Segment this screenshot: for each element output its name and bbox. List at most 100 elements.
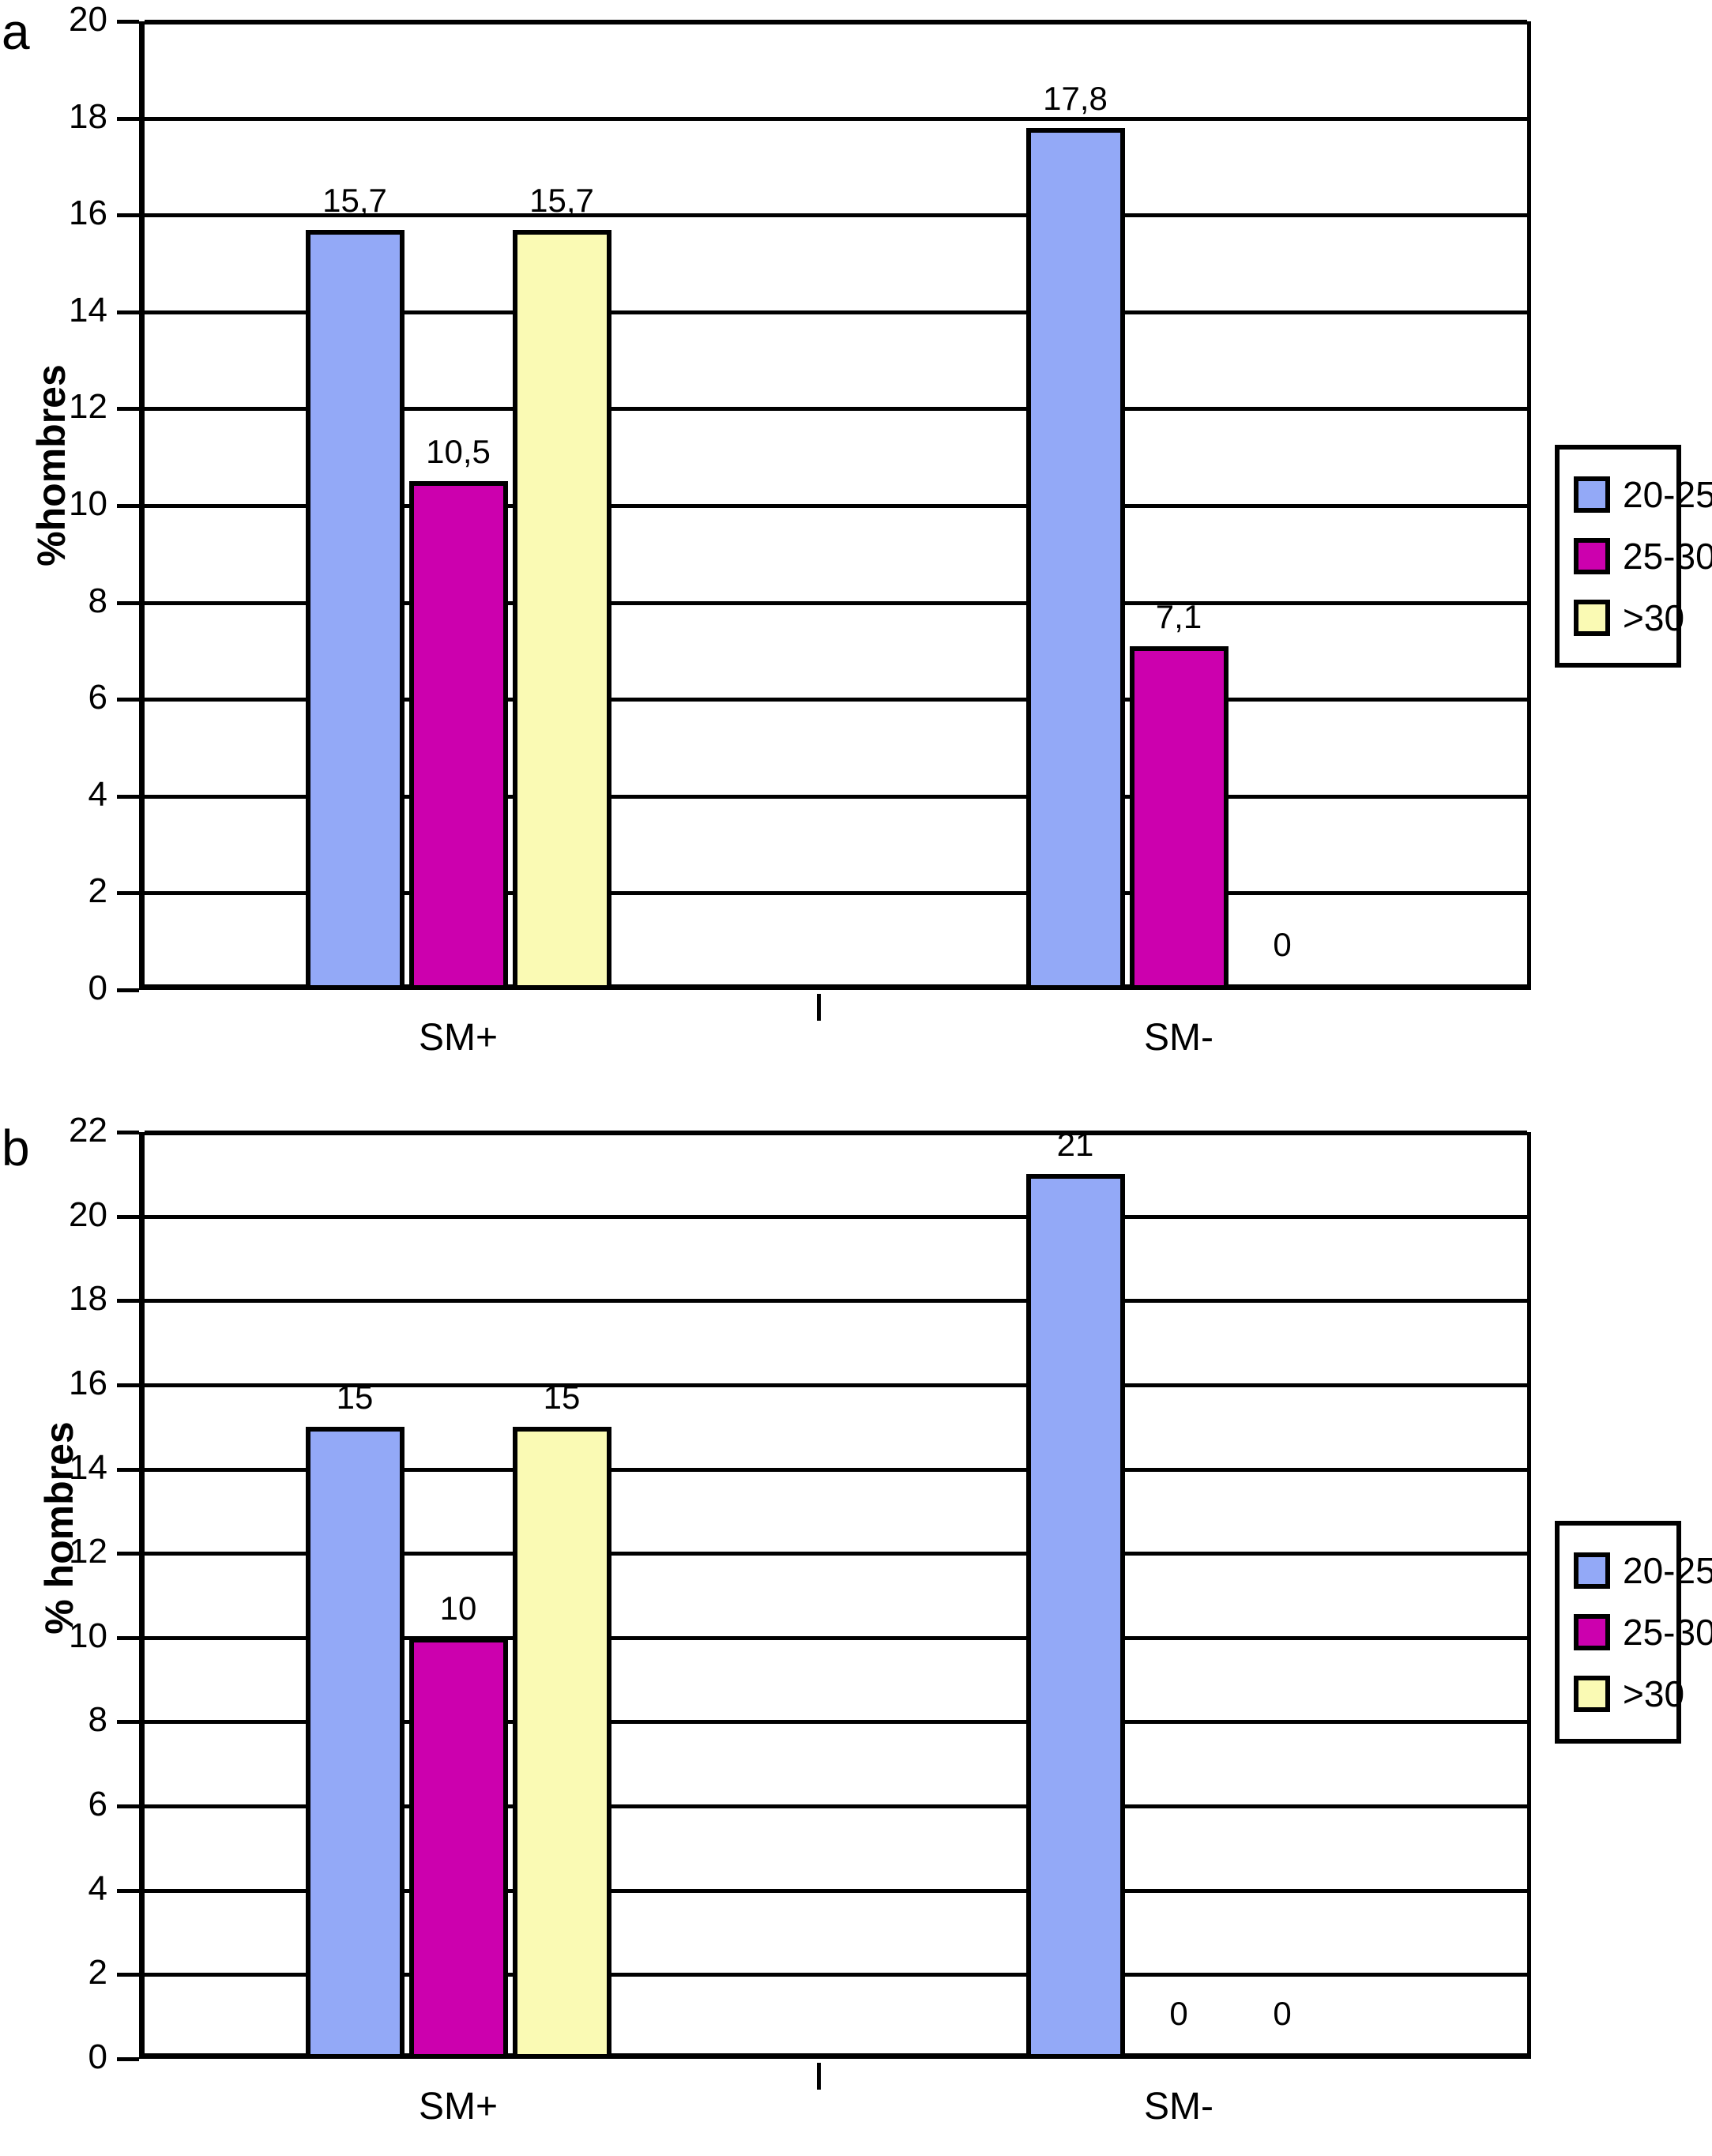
gridline <box>145 1888 1527 1893</box>
bar-value-label: 15 <box>543 1379 581 1417</box>
bar-value-label: 10,5 <box>426 433 491 471</box>
panel-b-legend: 20-25 25-30 >30 <box>1555 1521 1712 1744</box>
gridline <box>145 698 1527 702</box>
y-axis-tick <box>117 1804 139 1809</box>
y-tick-label: 4 <box>88 1868 107 1908</box>
y-tick-label: 8 <box>88 1700 107 1740</box>
gridline <box>145 213 1527 218</box>
bar-value-label: 17,8 <box>1043 79 1108 117</box>
bar <box>305 229 404 990</box>
y-tick-label: 14 <box>69 290 107 329</box>
gridline <box>145 1552 1527 1556</box>
y-axis-tick <box>117 600 139 605</box>
legend-label: 25-30 <box>1623 1612 1712 1653</box>
gridline <box>145 794 1527 799</box>
y-axis-tick <box>117 213 139 218</box>
gridline <box>145 1973 1527 1977</box>
legend-swatch-2025-icon <box>1574 476 1610 513</box>
gridline <box>145 20 1527 24</box>
legend-row: >30 <box>1574 1663 1684 1725</box>
gridline <box>145 1720 1527 1725</box>
gridline <box>145 504 1527 508</box>
gridline <box>145 1383 1527 1387</box>
gridline <box>145 116 1527 121</box>
bar-value-label: 15,7 <box>322 181 387 219</box>
legend-swatch-30-icon <box>1574 600 1610 636</box>
legend-swatch-2530-icon <box>1574 538 1610 574</box>
y-tick-label: 14 <box>69 1447 107 1487</box>
panel-a-letter: a <box>2 3 30 60</box>
y-tick-label: 2 <box>88 1953 107 1992</box>
bar-value-label: 7,1 <box>1155 597 1202 635</box>
category-label: SM+ <box>418 1017 499 1059</box>
y-tick-label: 0 <box>88 969 107 1007</box>
y-tick-label: 0 <box>88 2037 107 2076</box>
y-axis-tick <box>117 698 139 702</box>
y-axis-tick <box>117 1299 139 1304</box>
bar <box>1129 645 1229 990</box>
y-axis-tick <box>117 2057 139 2061</box>
bar-value-label: 10 <box>439 1589 477 1627</box>
y-axis-tick <box>117 1720 139 1725</box>
category-label: SM- <box>1144 2086 1213 2128</box>
y-axis-tick <box>117 988 139 992</box>
y-axis-tick <box>117 116 139 121</box>
bar <box>1025 1174 1125 2059</box>
gridline <box>145 600 1527 605</box>
panel-a-legend: 20-25 25-30 >30 <box>1555 445 1712 668</box>
y-tick-label: 8 <box>88 581 107 620</box>
panel-a-y-axis-title: %hombres <box>29 364 73 566</box>
legend-row: 20-25 <box>1574 464 1712 525</box>
bar <box>512 1427 611 2059</box>
y-axis-tick <box>117 20 139 24</box>
legend-label: 25-30 <box>1623 536 1712 577</box>
gridline <box>145 891 1527 896</box>
legend-row: >30 <box>1574 587 1684 649</box>
y-axis-tick <box>117 1635 139 1640</box>
y-axis-tick <box>117 310 139 314</box>
y-tick-label: 6 <box>88 1785 107 1824</box>
y-tick-label: 20 <box>69 1195 107 1234</box>
panel-b-letter: b <box>2 1119 30 1176</box>
legend-label: 20-25 <box>1623 474 1712 515</box>
y-axis-tick <box>117 1973 139 1977</box>
category-separator-tick <box>817 994 821 1021</box>
y-tick-label: 20 <box>69 0 107 39</box>
gridline <box>145 1467 1527 1472</box>
legend-label: 20-25 <box>1623 1550 1712 1591</box>
gridline <box>145 407 1527 412</box>
legend-label: >30 <box>1623 597 1685 638</box>
y-axis-tick <box>117 1214 139 1219</box>
legend-row: 20-25 <box>1574 1540 1712 1601</box>
bar-value-label: 15 <box>336 1379 374 1417</box>
gridline <box>145 310 1527 314</box>
y-tick-label: 12 <box>69 387 107 427</box>
y-axis-tick <box>117 1131 139 1134</box>
category-separator-tick <box>817 2063 821 2090</box>
category-label: SM+ <box>418 2086 499 2128</box>
y-axis-tick <box>117 1552 139 1556</box>
y-tick-label: 4 <box>88 774 107 814</box>
bar <box>408 1637 508 2059</box>
y-tick-label: 16 <box>69 1363 107 1402</box>
y-tick-label: 2 <box>88 871 107 911</box>
y-axis-tick <box>117 891 139 896</box>
y-tick-label: 16 <box>69 194 107 233</box>
gridline <box>145 1299 1527 1304</box>
legend-swatch-30-icon <box>1574 1676 1610 1712</box>
bar-value-label: 21 <box>1056 1126 1094 1164</box>
category-label: SM- <box>1144 1017 1213 1059</box>
panel-a: a %hombres 0 2 4 6 8 10 12 14 16 18 20 15,7 10,5 15,… <box>2 0 1712 1059</box>
bar <box>305 1427 404 2059</box>
bar <box>408 481 508 990</box>
bar <box>1025 127 1125 990</box>
legend-swatch-2530-icon <box>1574 1614 1610 1650</box>
gridline <box>145 1131 1527 1135</box>
y-tick-label: 18 <box>69 1279 107 1319</box>
bar <box>512 229 611 990</box>
gridline <box>145 1635 1527 1640</box>
legend-row: 25-30 <box>1574 525 1712 587</box>
y-tick-label: 18 <box>69 96 107 136</box>
gridline <box>145 1804 1527 1809</box>
